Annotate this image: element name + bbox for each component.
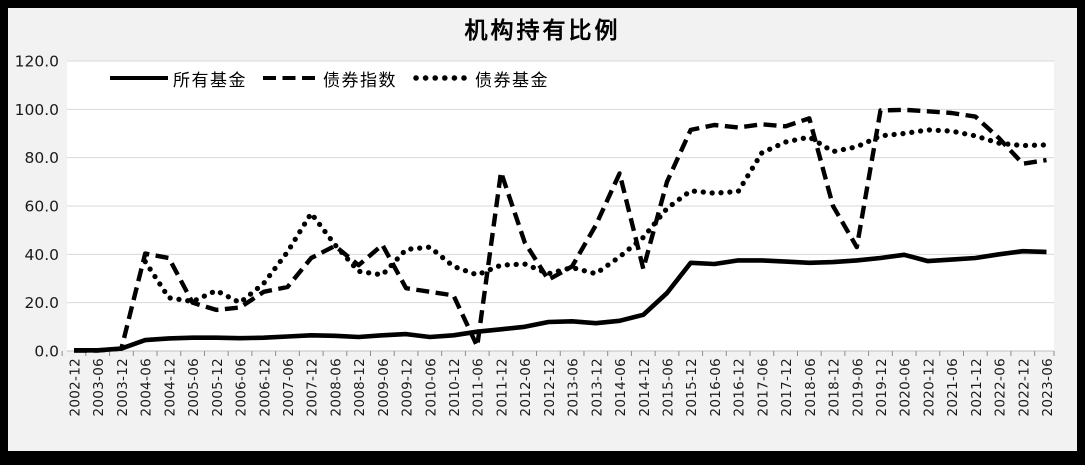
x-axis-tick-label: 2016-06 xyxy=(708,358,724,417)
series-line-solid xyxy=(74,248,1047,353)
x-axis-tick-label: 2009-12 xyxy=(400,358,416,417)
x-axis-tick-label: 2016-12 xyxy=(732,358,748,417)
x-axis-tick-label: 2014-12 xyxy=(637,358,653,417)
x-axis-tick-label: 2005-12 xyxy=(210,358,226,417)
x-axis-tick-label: 2005-06 xyxy=(186,358,202,417)
x-axis-tick-label: 2020-12 xyxy=(921,358,937,417)
x-axis-tick-label: 2009-06 xyxy=(376,358,392,417)
y-axis-tick-label: 80.0 xyxy=(24,149,59,167)
x-axis-tick-label: 2006-06 xyxy=(234,358,250,417)
x-axis-tick-label: 2004-12 xyxy=(162,358,178,417)
x-axis-tick-label: 2002-12 xyxy=(68,358,84,417)
x-axis-tick-label: 2017-12 xyxy=(779,358,795,417)
legend-label-bond-index: 债券指数 xyxy=(323,70,397,90)
x-axis-tick-label: 2006-12 xyxy=(257,358,273,417)
y-axis-tick-label: 100.0 xyxy=(15,101,59,119)
y-axis-tick-label: 0.0 xyxy=(34,343,59,361)
series-line-dotted xyxy=(142,127,1050,306)
x-axis-tick-label: 2012-12 xyxy=(542,358,558,417)
x-axis-tick-label: 2015-12 xyxy=(684,358,700,417)
dashed-line-sample-icon xyxy=(263,75,318,81)
x-axis-tick-label: 2022-12 xyxy=(1016,358,1032,417)
x-axis-tick-label: 2007-06 xyxy=(281,358,297,417)
y-axis-tick-label: 120.0 xyxy=(15,53,59,71)
x-axis-tick-label: 2011-12 xyxy=(494,358,510,417)
x-axis-tick-label: 2012-06 xyxy=(518,358,534,417)
legend-item-bond-funds: 债券基金 xyxy=(413,66,549,91)
x-axis-tick-label: 2019-06 xyxy=(850,358,866,417)
x-axis-tick-label: 2004-06 xyxy=(139,358,155,417)
dotted-line-sample-icon xyxy=(413,75,470,81)
solid-line-sample-icon xyxy=(110,75,168,81)
x-axis-tick-label: 2003-06 xyxy=(91,358,107,417)
x-axis-tick-label: 2011-06 xyxy=(471,358,487,417)
y-axis-tick-label: 60.0 xyxy=(24,198,59,216)
legend-label-bond-funds: 债券基金 xyxy=(475,70,549,90)
x-axis-tick-label: 2014-06 xyxy=(613,358,629,417)
legend: 所有基金 债券指数 债券基金 xyxy=(110,66,549,90)
legend-item-bond-index: 债券指数 xyxy=(263,66,397,91)
x-axis-tick-label: 2013-06 xyxy=(566,358,582,417)
x-axis-tick-label: 2020-06 xyxy=(898,358,914,417)
x-axis-tick-label: 2008-12 xyxy=(352,358,368,417)
y-axis-tick-label: 20.0 xyxy=(24,294,59,312)
x-axis-tick-label: 2015-06 xyxy=(661,358,677,417)
x-axis-tick-label: 2013-12 xyxy=(589,358,605,417)
x-axis-tick-label: 2017-06 xyxy=(755,358,771,417)
x-axis-tick-label: 2018-06 xyxy=(803,358,819,417)
x-axis-tick-label: 2007-12 xyxy=(305,358,321,417)
x-axis-tick-label: 2010-06 xyxy=(423,358,439,417)
x-axis-tick-label: 2021-06 xyxy=(945,358,961,417)
x-axis-tick-label: 2021-12 xyxy=(969,358,985,417)
legend-item-all-funds: 所有基金 xyxy=(110,66,247,91)
chart-title: 机构持有比例 xyxy=(464,18,621,43)
x-axis-tick-label: 2019-12 xyxy=(874,358,890,417)
x-axis-tick-label: 2023-06 xyxy=(1040,358,1056,417)
series-line-dashed xyxy=(74,107,1047,353)
x-axis-tick-label: 2003-12 xyxy=(115,358,131,417)
x-axis-tick-label: 2022-06 xyxy=(993,358,1009,417)
y-axis-tick-label: 40.0 xyxy=(24,246,59,264)
legend-label-all-funds: 所有基金 xyxy=(173,70,247,90)
x-axis-tick-label: 2018-12 xyxy=(827,358,843,417)
x-axis-tick-label: 2010-12 xyxy=(447,358,463,417)
x-axis-tick-label: 2008-06 xyxy=(328,358,344,417)
